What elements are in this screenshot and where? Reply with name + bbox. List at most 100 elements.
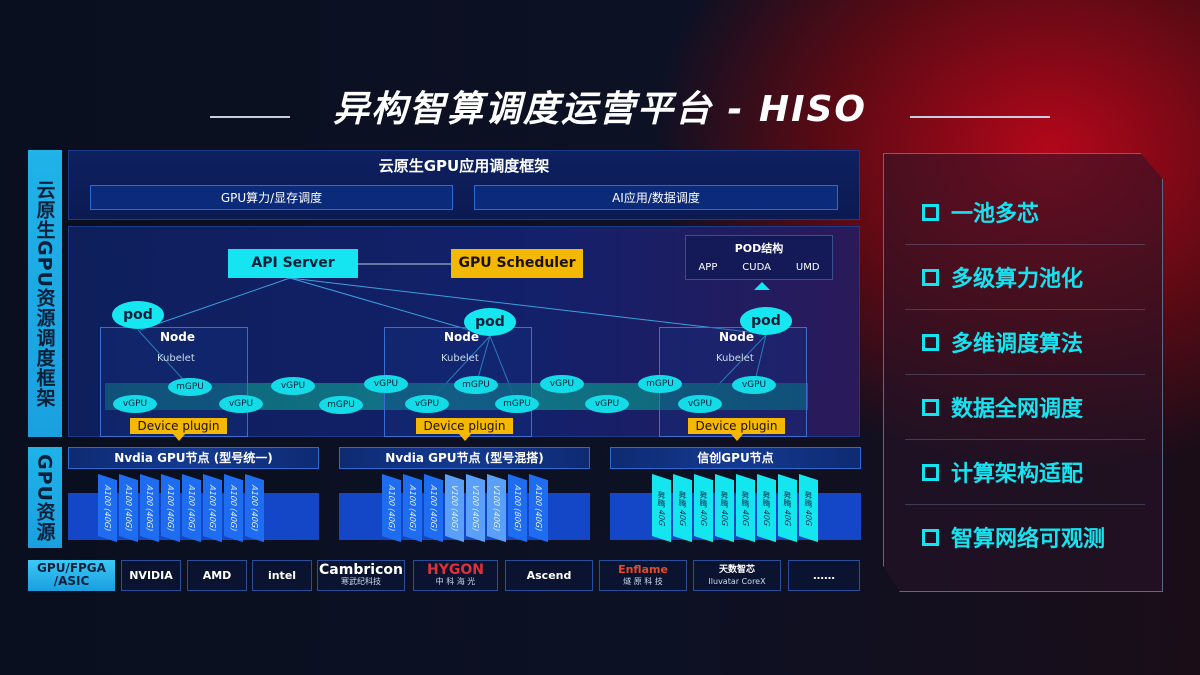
vendor-name: Ascend	[526, 568, 572, 582]
vendor-subtitle: 燧 原 科 技	[623, 576, 663, 586]
feature-label: 多级算力池化	[951, 267, 1084, 292]
api-server-box: API Server	[228, 249, 358, 278]
gpu-card: A100 (40G)	[529, 474, 548, 543]
vendor-name: intel	[267, 568, 297, 582]
vgpu-ellipse: vGPU	[678, 395, 722, 413]
feature-item: 计算架构适配	[922, 456, 1083, 488]
gpu-card: A100 (40G)	[182, 474, 201, 543]
pod-structure-umd: UMD	[795, 262, 820, 273]
vendor-name: 天数智芯	[718, 564, 755, 575]
gpu-card: A100 (40G)	[403, 474, 422, 543]
mgpu-ellipse: mGPU	[319, 396, 363, 414]
vendor-logo: AMD	[187, 560, 247, 591]
gpu-card: A100 (40G)	[224, 474, 243, 543]
gpu-card: 昇腾 40G	[673, 474, 692, 543]
feature-divider	[905, 439, 1145, 440]
pod-ellipse: pod	[740, 307, 792, 335]
kubelet-label: Kubelet	[441, 353, 479, 364]
feature-label: 数据全网调度	[951, 397, 1084, 422]
vendor-name: ……	[813, 568, 835, 582]
gpu-node-header: Nvdia GPU节点 (型号统一)	[68, 447, 319, 469]
feature-item: 智算网络可观测	[922, 521, 1105, 553]
vendor-logo: Ascend	[505, 560, 593, 591]
vgpu-ellipse: vGPU	[364, 375, 408, 393]
gpu-node-header: 信创GPU节点	[610, 447, 861, 469]
gpu-card: 昇腾 40G	[736, 474, 755, 543]
arrow-down-icon	[731, 434, 743, 441]
gpu-card: V100 (40G)	[445, 474, 464, 543]
gpu-node-strip	[610, 493, 861, 540]
gpu-scheduler-box: GPU Scheduler	[451, 249, 583, 278]
pod-structure-app: APP	[698, 262, 718, 273]
vgpu-ellipse: vGPU	[732, 376, 776, 394]
vendor-logo: HYGON 中 科 海 光	[413, 560, 498, 591]
vendor-name: AMD	[202, 568, 232, 582]
vgpu-ellipse: vGPU	[219, 395, 263, 413]
feature-item: 多维调度算法	[922, 326, 1083, 358]
gpu-card: V100 (40G)	[487, 474, 506, 543]
resources-side-label: GPU资源	[28, 447, 62, 548]
gpu-card: 昇腾 40G	[715, 474, 734, 543]
kubelet-label: Kubelet	[157, 353, 195, 364]
feature-panel	[883, 153, 1163, 592]
mgpu-ellipse: mGPU	[638, 375, 682, 393]
vendor-logo: ……	[788, 560, 860, 591]
feature-label: 智算网络可观测	[951, 527, 1106, 552]
checkbox-icon	[922, 333, 939, 351]
gpu-node-header: Nvdia GPU节点 (型号混搭)	[339, 447, 590, 469]
gpu-card: 昇腾 40G	[799, 474, 818, 543]
vendor-name: Cambricon	[319, 561, 403, 578]
feature-divider	[905, 374, 1145, 375]
gpu-card: A100 (40G)	[98, 474, 117, 543]
vendor-name: NVIDIA	[129, 568, 173, 582]
arrow-down-icon	[459, 434, 471, 441]
title-line-right	[910, 116, 1050, 118]
gpu-card: A100 (40G)	[382, 474, 401, 543]
framework-side-label: 云原生GPU资源调度框架	[28, 150, 62, 437]
gpu-card: 昇腾 40G	[778, 474, 797, 543]
vendor-logo: Enflame 燧 原 科 技	[599, 560, 687, 591]
vendor-label: GPU/FPGA /ASIC	[28, 560, 115, 591]
vendor-subtitle: 中 科 海 光	[435, 576, 476, 586]
feature-divider	[905, 309, 1145, 310]
node-label: Node	[160, 330, 196, 344]
feature-label: 多维调度算法	[951, 332, 1084, 357]
gpu-card: A100 (80G)	[508, 474, 527, 543]
device-plugin-label: Device plugin	[416, 418, 513, 434]
node-label: Node	[444, 330, 480, 344]
checkbox-icon	[922, 398, 939, 416]
vendor-logo: intel	[252, 560, 312, 591]
pod-structure-box: POD结构 APP CUDA UMD	[685, 235, 833, 280]
gpu-card: A100 (40G)	[119, 474, 138, 543]
mgpu-ellipse: mGPU	[454, 376, 498, 394]
framework-header: 云原生GPU应用调度框架	[378, 157, 550, 175]
vendor-name: Enflame	[618, 562, 668, 576]
kubelet-label: Kubelet	[716, 353, 754, 364]
vgpu-ellipse: vGPU	[113, 395, 157, 413]
feature-item: 数据全网调度	[922, 391, 1083, 423]
pod-structure-title: POD结构	[734, 242, 784, 255]
checkbox-icon	[922, 203, 939, 221]
feature-divider	[905, 244, 1145, 245]
checkbox-icon	[922, 528, 939, 546]
gpu-card: A100 (40G)	[140, 474, 159, 543]
gpu-node-strip	[339, 493, 590, 540]
gpu-card: 昇腾 40G	[757, 474, 776, 543]
vendor-logo: 天数智芯 Iluvatar CoreX	[693, 560, 781, 591]
vendor-logo: NVIDIA	[121, 560, 181, 591]
title-line-left	[210, 116, 290, 118]
pod-ellipse: pod	[464, 308, 516, 336]
feature-divider	[905, 504, 1145, 505]
feature-item: 多级算力池化	[922, 261, 1083, 293]
gpu-card: 昇腾 40G	[652, 474, 671, 543]
gpu-card: 昇腾 40G	[694, 474, 713, 543]
vendor-subtitle: Iluvatar CoreX	[708, 576, 766, 586]
ai-scheduling-box: AI应用/数据调度	[474, 185, 838, 210]
checkbox-icon	[922, 463, 939, 481]
device-plugin-label: Device plugin	[688, 418, 785, 434]
vendor-subtitle: 寒武纪科技	[341, 576, 381, 586]
mgpu-ellipse: mGPU	[495, 395, 539, 413]
page-title: 异构智算调度运营平台 - HISO	[332, 89, 868, 130]
feature-item: 一池多芯	[922, 196, 1039, 228]
gpu-card: A100 (40G)	[424, 474, 443, 543]
